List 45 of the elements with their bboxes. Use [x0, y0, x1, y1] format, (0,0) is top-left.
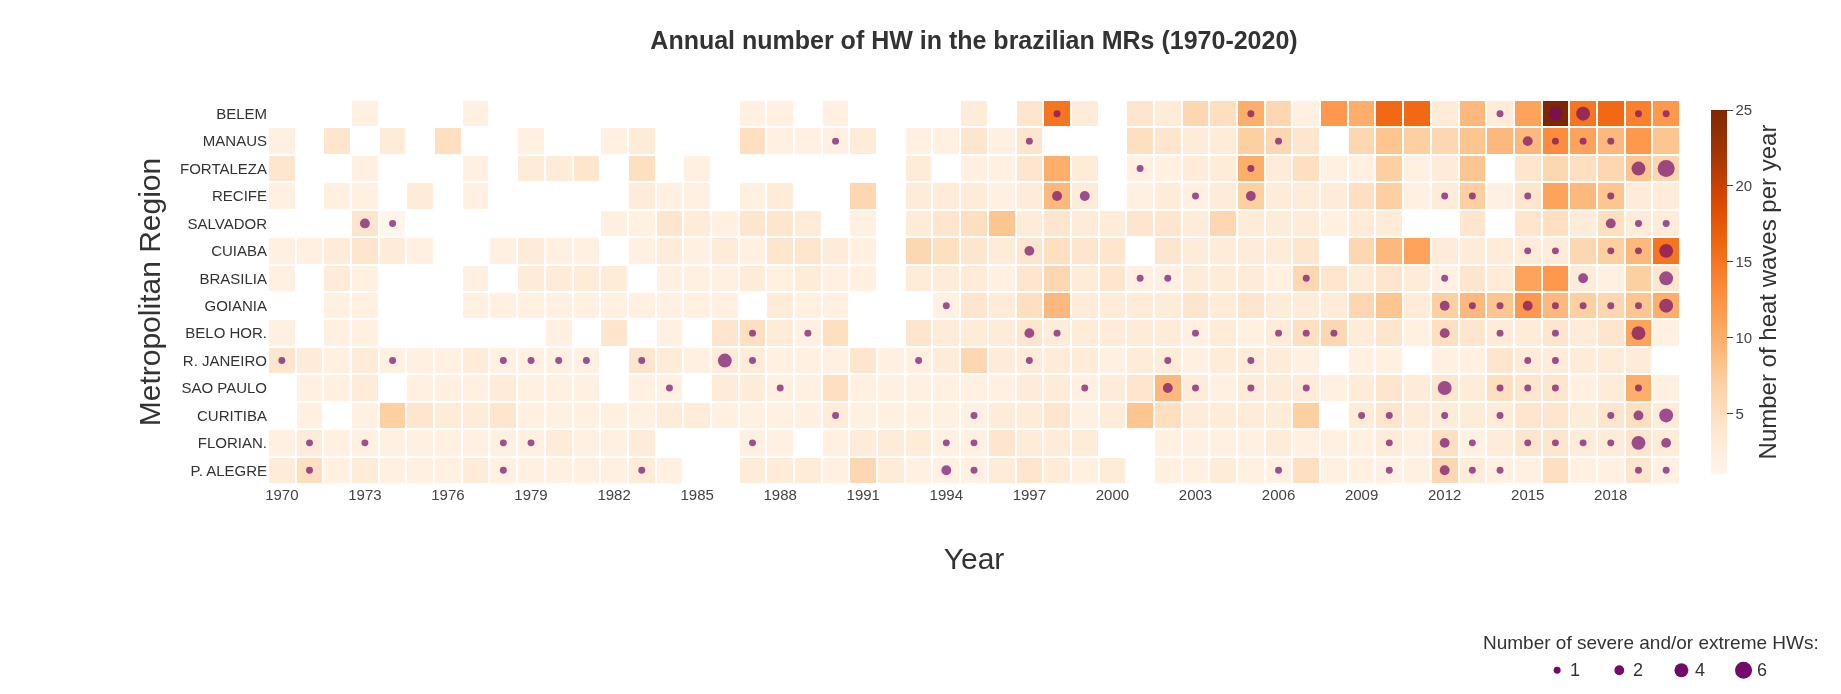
y-tick-label: FORTALEZA: [180, 159, 267, 177]
x-tick-label: 2018: [1594, 486, 1628, 503]
x-tick-label: 2003: [1178, 486, 1213, 503]
x-tick-label: 2015: [1511, 486, 1545, 503]
x-tick-label: 1973: [348, 486, 382, 503]
x-tick-label: 1988: [763, 486, 797, 503]
y-tick-label: P. ALEGRE: [190, 461, 267, 479]
y-tick-label: CURITIBA: [196, 406, 267, 424]
x-tick-label: 2012: [1427, 486, 1462, 503]
y-tick-label: SAO PAULO: [181, 379, 267, 397]
x-tick-label: 1970: [265, 486, 299, 503]
legend-title: Number of severe and/or extreme HWs:: [1483, 632, 1819, 653]
legend-label: 2: [1633, 660, 1644, 680]
color-bar-title: Number of heat waves per year: [1754, 124, 1782, 460]
color-bar-label: 15: [1735, 252, 1753, 270]
x-tick-label: 2009: [1344, 486, 1379, 503]
color-bar-label: 5: [1735, 404, 1744, 422]
chart-title: Annual number of HW in the brazilian MRs (1970-2020): [650, 25, 1298, 54]
x-tick-label: 1982: [597, 486, 631, 503]
x-tick-label: 1997: [1012, 486, 1047, 503]
y-tick-label: MANAUS: [202, 132, 267, 150]
x-tick-label: 1994: [929, 486, 963, 503]
y-axis-title: Metropolitan Region: [133, 157, 167, 427]
y-tick-label: BRASILIA: [199, 269, 267, 287]
y-tick-label: CUIABA: [211, 242, 267, 260]
y-tick-label: FLORIAN.: [197, 434, 267, 452]
legend-label: 4: [1695, 660, 1706, 680]
legend-label: 6: [1757, 660, 1768, 680]
x-axis-title: Year: [943, 541, 1005, 575]
y-tick-label: BELO HOR.: [185, 324, 267, 342]
x-tick-label: 1991: [846, 486, 880, 503]
y-tick-label: GOIANIA: [204, 296, 267, 314]
color-bar-label: 25: [1735, 101, 1753, 119]
x-tick-label: 1985: [680, 486, 714, 503]
x-tick-label: 2006: [1261, 486, 1296, 503]
y-tick-label: R. JANEIRO: [182, 351, 267, 369]
x-tick-label: 1979: [514, 486, 548, 503]
x-tick-label: 2000: [1095, 486, 1130, 503]
y-tick-label: SALVADOR: [187, 214, 268, 232]
y-tick-label: RECIFE: [211, 187, 267, 205]
y-tick-label: BELEM: [216, 104, 267, 122]
legend-label: 1: [1570, 660, 1581, 680]
color-bar-label: 20: [1735, 177, 1753, 195]
color-bar-label: 10: [1735, 328, 1753, 346]
x-tick-label: 1976: [431, 486, 465, 503]
